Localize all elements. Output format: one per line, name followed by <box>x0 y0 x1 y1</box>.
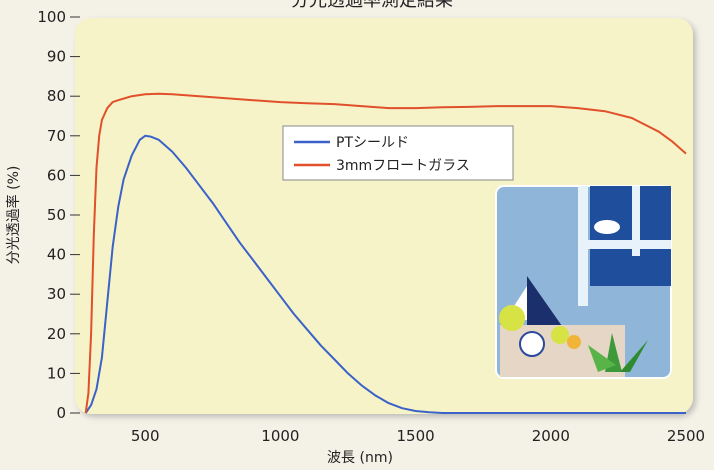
series-line-pt-shield <box>84 134 686 414</box>
window-illustration <box>495 185 672 379</box>
y-tick-label: 50 <box>47 206 66 224</box>
x-axis: 500 1000 1500 2000 2500 <box>131 427 705 445</box>
legend-label-pt-shield: PTシールド <box>336 135 409 151</box>
y-tick-label: 0 <box>56 404 66 422</box>
legend-box <box>282 125 514 181</box>
x-tick-label: 2000 <box>532 427 570 445</box>
y-tick-label: 70 <box>47 127 66 145</box>
x-axis-label: 波長 (nm) <box>327 450 393 466</box>
y-tick-label: 40 <box>47 246 66 264</box>
series-line-float-glass <box>84 92 687 414</box>
x-tick-label: 1000 <box>261 427 299 445</box>
y-tick-label: 90 <box>47 48 66 66</box>
y-tick-label: 30 <box>47 285 66 303</box>
legend-label-float-glass: 3mmフロートガラス <box>336 158 470 174</box>
series-layer <box>84 92 687 414</box>
x-tick-label: 500 <box>131 427 160 445</box>
chart-title: 分光透過率測定結果 <box>291 0 453 11</box>
y-tick-label: 20 <box>47 325 66 343</box>
y-tick-label: 60 <box>47 166 66 184</box>
y-tick-label: 80 <box>47 87 66 105</box>
legend: PTシールド 3mmフロートガラス <box>282 125 514 181</box>
y-axis-label: 分光透過率 (%) <box>5 166 22 265</box>
x-tick-label: 1500 <box>397 427 435 445</box>
y-tick-label: 100 <box>37 8 66 26</box>
y-axis: 0 10 20 30 40 50 60 70 80 90 100 <box>37 8 80 422</box>
x-tick-label: 2500 <box>667 427 705 445</box>
y-tick-label: 10 <box>47 364 66 382</box>
